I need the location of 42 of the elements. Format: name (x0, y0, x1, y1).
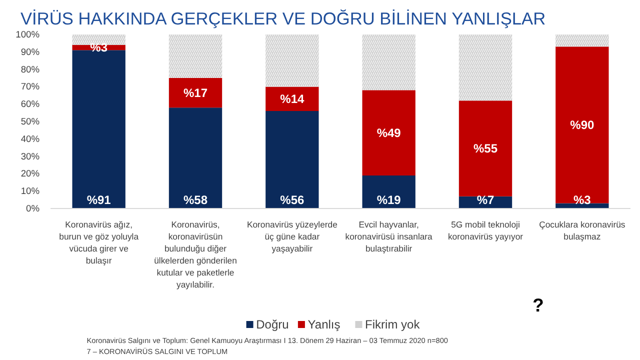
bar (362, 90, 416, 176)
data-label: %56 (280, 192, 304, 207)
data-label: %55 (473, 141, 498, 156)
y-tick-label: 80% (20, 64, 40, 74)
bar (168, 108, 222, 208)
x-tick-label: Koronavirüs ağız, burun ve göz yoluyla vücuda girer ve bulaşır (59, 220, 139, 266)
bar (266, 111, 319, 208)
data-label: %90 (570, 118, 594, 132)
bar (266, 86, 319, 112)
x-tick-label: Koronavirüs yüzeylerde üç güne kadar yaşayabilir (246, 220, 338, 254)
y-tick-label: 0% (26, 204, 40, 214)
x-tick-label: 5G mobil teknoloji koronavirüs yayıyor (448, 220, 524, 242)
data-label: %17 (183, 86, 208, 100)
data-label: %3 (573, 192, 592, 207)
data-label: %58 (183, 192, 208, 207)
y-tick-label: 20% (20, 168, 40, 179)
text: ? (532, 294, 544, 316)
bar (556, 46, 609, 204)
bar (72, 50, 126, 208)
y-tick-label: 30% (20, 151, 40, 162)
data-label: %19 (376, 192, 402, 207)
data-label: %14 (280, 92, 304, 106)
legend-label: Yanlış (308, 318, 340, 332)
legend-label: Doğru (256, 318, 289, 332)
bar (168, 78, 222, 108)
legend-label: Fikrim yok (365, 318, 421, 332)
bar (362, 175, 416, 208)
chart-title: VİRÜS HAKKINDA GERÇEKLER VE DOĞRU BİLİNEN YANLIŞLAR (20, 8, 546, 28)
y-tick-label: 60% (20, 99, 40, 110)
y-tick-label: 70% (20, 82, 40, 92)
y-tick-label: 50% (20, 116, 40, 126)
bar (458, 100, 512, 196)
y-tick-label: 90% (20, 46, 40, 57)
x-tick-label: Koronavirüs, koronavirüsün bulunduğu diğer ülkelerden gönderilen kutular ve paketlerle yayılabilir. (154, 220, 238, 290)
x-tick-label: Çocuklara koronavirüs bulaşmaz (539, 220, 626, 242)
y-tick-label: 40% (20, 134, 40, 144)
data-label: %7 (476, 192, 494, 207)
y-tick-label: 10% (20, 186, 40, 196)
y-tick-label: 100% (16, 30, 40, 40)
data-label: %91 (86, 192, 112, 207)
data-label: %49 (376, 126, 402, 140)
x-tick-label: Evcil hayvanlar, koronavirüsü insanlara bulaştırabilir (345, 220, 433, 254)
